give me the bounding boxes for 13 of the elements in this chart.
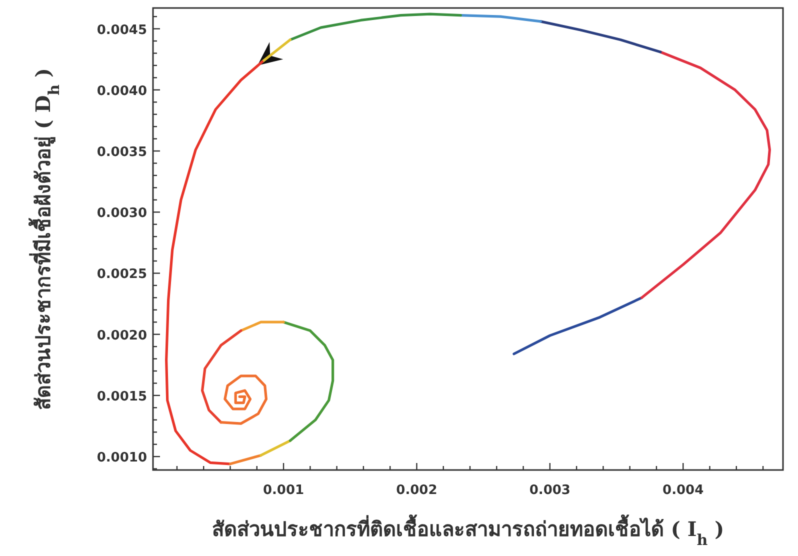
y-tick-label: 0.0035 bbox=[96, 145, 147, 160]
x-tick-label: 0.004 bbox=[662, 483, 704, 498]
y-tick-label: 0.0020 bbox=[96, 328, 147, 344]
y-tick-label: 0.0045 bbox=[96, 22, 147, 38]
y-tick-label: 0.0030 bbox=[96, 206, 147, 222]
xlabel: สัดส่วนประชากรที่ติดเชื้อและสามารถถ่ายทอดเชื้อได้ ( I$_{h}$ ) bbox=[212, 517, 724, 549]
y-tick-label: 0.0025 bbox=[96, 267, 147, 282]
y-tick-label: 0.0015 bbox=[96, 389, 147, 404]
x-tick-label: 0.003 bbox=[529, 483, 570, 498]
y-tick-label: 0.0010 bbox=[96, 450, 147, 466]
y-tick-label: 0.0040 bbox=[96, 84, 147, 99]
x-tick-label: 0.002 bbox=[396, 483, 438, 498]
x-tick-label: 0.001 bbox=[262, 483, 304, 498]
